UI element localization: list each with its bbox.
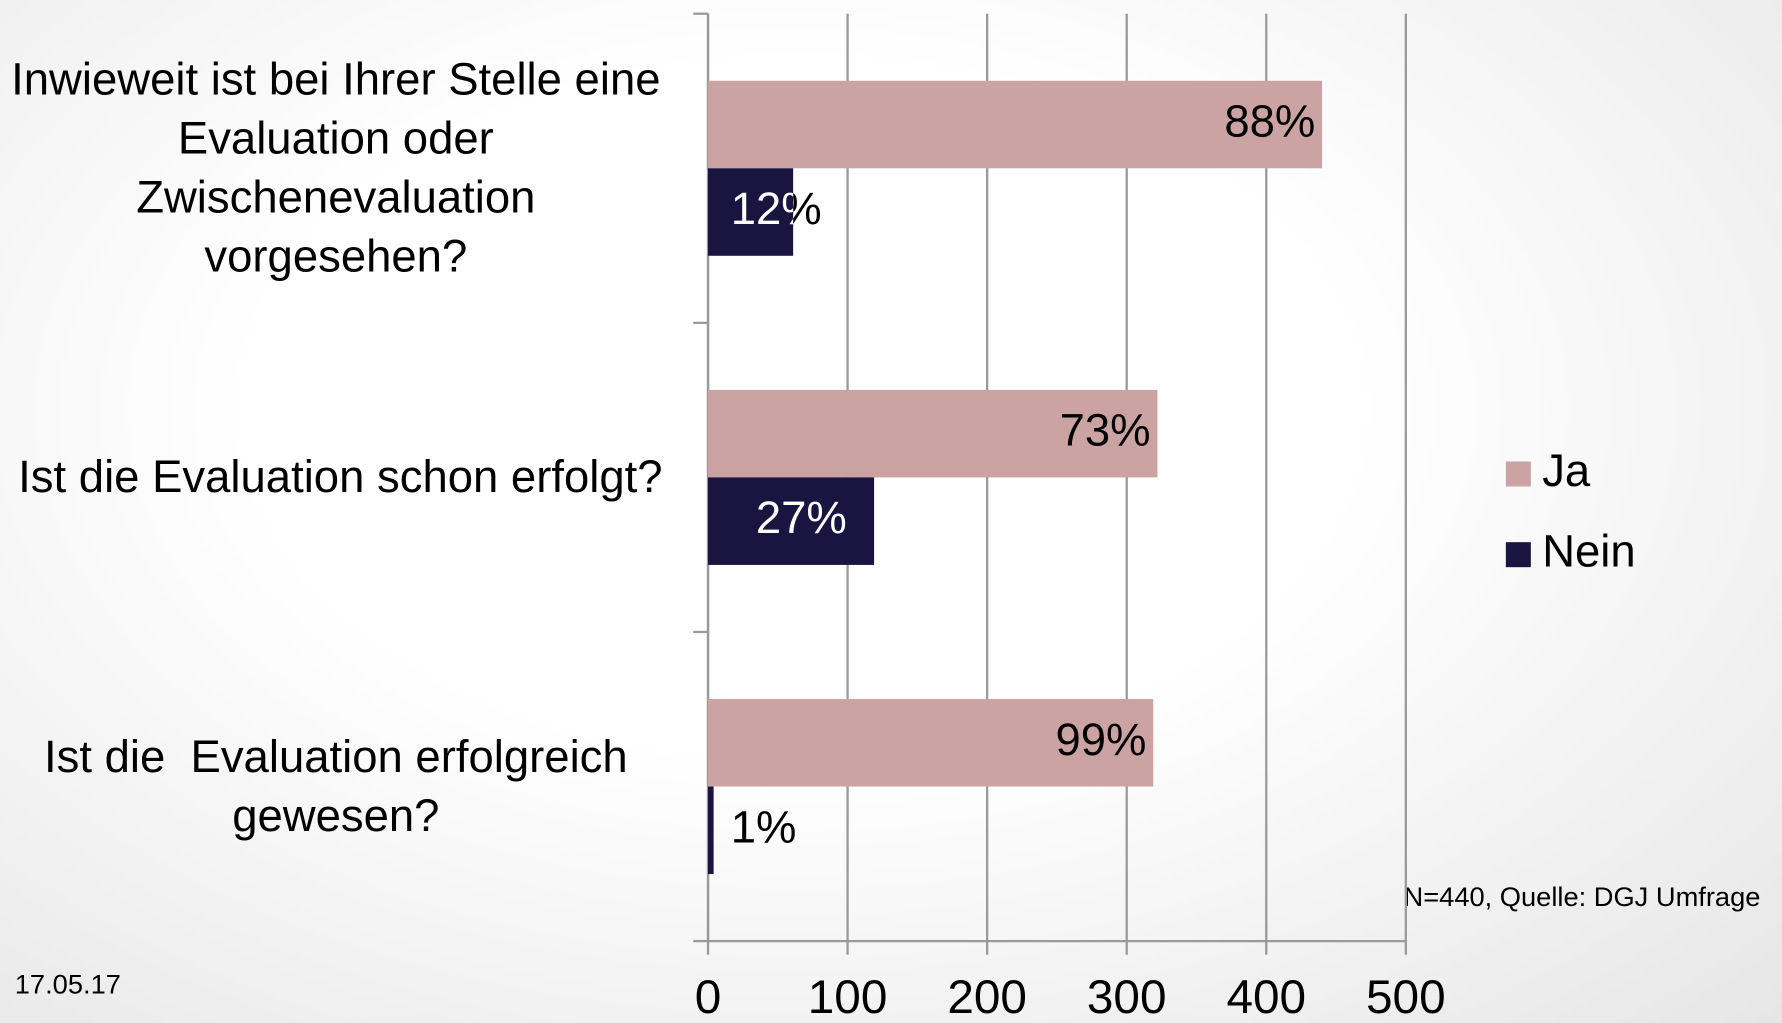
x-tick-label: 100 [808, 971, 888, 1023]
category-label-wrap: Ist die Evaluation schon erfolgt? [9, 323, 662, 632]
data-label-overlay: 12% [731, 183, 822, 234]
bar [708, 168, 794, 256]
bar [708, 80, 1323, 169]
legend-swatch [1505, 461, 1531, 487]
data-label: 99% [1055, 714, 1146, 765]
x-tick-label: 200 [947, 971, 1027, 1023]
data-label: 88% [1224, 96, 1315, 147]
data-label: 27% [756, 492, 847, 543]
data-label: 1% [731, 801, 797, 852]
x-tick-label: 0 [695, 971, 722, 1023]
bar [708, 389, 1158, 478]
bar [708, 477, 875, 565]
legend-swatch [1505, 542, 1531, 568]
category-label-wrap: Ist die Evaluation erfolgreich gewesen? [9, 632, 662, 941]
data-label: 12% [731, 183, 822, 234]
data-label: 73% [1060, 405, 1151, 456]
legend-label: Nein [1542, 526, 1635, 577]
category-label: Ist die Evaluation erfolgreich gewesen? [43, 731, 641, 842]
x-tick-label: 400 [1226, 971, 1306, 1023]
date: 17.05.17 [15, 969, 121, 1000]
category-label-box: Ist die Evaluation schon erfolgt? [9, 323, 662, 632]
category-label: Ist die Evaluation schon erfolgt? [18, 452, 663, 503]
x-tick-label: 500 [1366, 971, 1446, 1023]
category-label-box: Inwieweit ist bei Ihrer Stelle eine Eval… [9, 14, 662, 323]
source-note: N=440, Quelle: DGJ Umfrage [1404, 881, 1761, 912]
category-label-box: Ist die Evaluation erfolgreich gewesen? [9, 632, 662, 941]
category-label: Inwieweit ist bei Ihrer Stelle eine Eval… [11, 54, 661, 282]
bar [708, 699, 1154, 787]
legend-label: Ja [1542, 445, 1591, 496]
bar [708, 786, 714, 875]
x-tick-label: 300 [1087, 971, 1167, 1023]
category-label-wrap: Inwieweit ist bei Ihrer Stelle eine Eval… [9, 14, 662, 323]
